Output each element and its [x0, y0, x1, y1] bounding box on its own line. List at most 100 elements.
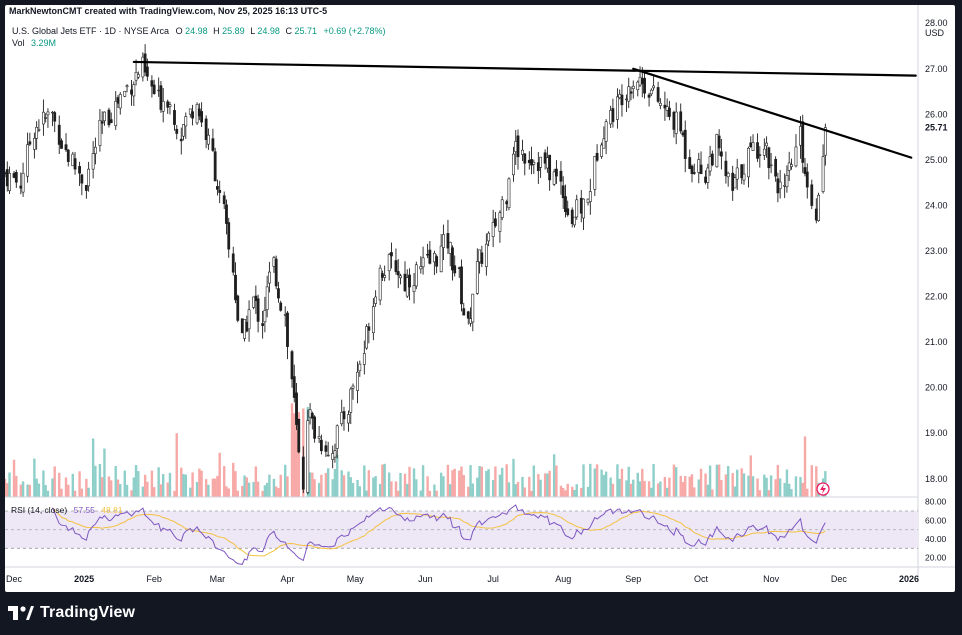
volume-bar: [272, 478, 276, 497]
candle-down: [408, 274, 411, 288]
volume-bar: [64, 477, 68, 497]
candle-down: [100, 121, 104, 124]
volume-bar: [704, 473, 707, 497]
candle-up: [421, 257, 425, 268]
volume-bar: [184, 474, 187, 497]
candle-down: [152, 84, 156, 94]
volume-value: 3.29M: [31, 38, 56, 48]
volume-bar: [435, 490, 438, 497]
volume-bar: [756, 478, 759, 497]
volume-bar: [561, 487, 565, 497]
volume-bar: [94, 465, 97, 497]
candle-down: [683, 129, 687, 159]
ohlc-l-value: 24.98: [257, 26, 280, 36]
volume-bar: [451, 470, 454, 497]
rsi-tick-label: 20.00: [925, 553, 947, 563]
candle-up: [625, 98, 628, 101]
volume-bar: [647, 481, 651, 497]
candle-down: [290, 351, 294, 380]
candle-down: [559, 170, 563, 182]
candle-up: [747, 147, 750, 178]
candle-down: [656, 87, 660, 102]
candle-up: [383, 275, 387, 278]
volume-bar: [207, 484, 210, 497]
candle-up: [35, 126, 39, 139]
candle-down: [218, 189, 222, 193]
candle-down: [64, 144, 68, 151]
volume-bar: [67, 484, 70, 497]
volume-bar: [378, 483, 382, 497]
volume-bar: [216, 475, 219, 497]
volume-bar: [659, 481, 662, 497]
footer-brand[interactable]: TradingView: [8, 600, 135, 626]
volume-bar: [78, 471, 81, 497]
candle-up: [268, 271, 271, 284]
candle-down: [457, 267, 461, 269]
candle-down: [394, 260, 398, 272]
time-axis-labels[interactable]: Dec 2025 Feb Mar Apr May Jun Jul Aug Sep Oct Nov Dec…: [6, 574, 919, 584]
volume-bar: [143, 474, 147, 497]
candle-up: [545, 157, 549, 169]
candle-up: [46, 111, 50, 116]
ohlc-o-value: 24.98: [185, 26, 208, 36]
trendline[interactable]: [632, 67, 913, 159]
volume-bar: [458, 470, 461, 497]
volume-bar: [313, 479, 316, 497]
candle-up: [478, 249, 481, 263]
chart-area[interactable]: MarkNewtonCMT created with TradingView.c…: [5, 5, 955, 592]
candle-down: [279, 302, 283, 311]
volume-bar: [641, 468, 644, 497]
volume-bar: [794, 476, 798, 497]
volume-bar: [539, 479, 542, 497]
volume-bar: [523, 487, 526, 497]
candle-down: [663, 104, 667, 109]
price-axis-ticks[interactable]: 28.00 27.00 26.00 25.00 24.00 23.00 22.00 21.00…: [925, 18, 948, 484]
price-chart-svg[interactable]: MarkNewtonCMT created with TradingView.c…: [5, 5, 955, 592]
volume-bar: [182, 474, 185, 497]
time-axis-label: Jul: [487, 574, 499, 584]
volume-bar: [331, 479, 334, 497]
candle-down: [699, 164, 703, 174]
volume-bar: [254, 466, 258, 497]
candle-down: [277, 288, 280, 299]
credit-line: MarkNewtonCMT created with TradingView.c…: [9, 6, 327, 16]
volume-bar: [347, 471, 350, 497]
candle-down: [396, 271, 400, 276]
volume-bar: [227, 488, 230, 497]
candle-down: [274, 258, 278, 287]
candle-down: [620, 94, 624, 106]
volume-bar: [365, 490, 368, 497]
volume-bar: [173, 490, 176, 497]
volume-bar: [274, 486, 278, 497]
volume-bar: [372, 477, 375, 497]
trendlines[interactable]: [132, 60, 917, 159]
volume-bar: [297, 412, 300, 497]
trendline[interactable]: [132, 60, 917, 77]
candle-down: [211, 138, 215, 151]
volume-bar: [336, 454, 339, 497]
volume-bar: [706, 484, 710, 497]
candle-up: [765, 142, 768, 147]
candle-down: [629, 91, 633, 94]
volume-bar: [582, 464, 585, 497]
volume-bar: [803, 436, 807, 497]
candle-down: [236, 295, 240, 321]
ohlc-change: +0.69 (+2.78%): [324, 26, 386, 36]
volume-bar: [690, 474, 694, 497]
candle-down: [231, 253, 235, 273]
volume-bar: [218, 452, 221, 497]
volume-bar: [726, 465, 730, 497]
candle-down: [254, 295, 258, 302]
candle-up: [790, 164, 793, 167]
volume-bar: [758, 490, 762, 497]
candle-down: [523, 153, 527, 164]
volume-bar: [433, 484, 436, 497]
candle-down: [286, 312, 289, 347]
candle-up: [769, 164, 773, 167]
candle-up: [371, 306, 375, 334]
volume-bar: [290, 403, 294, 497]
lightning-badge-icon[interactable]: [816, 482, 830, 496]
volume-bar: [767, 490, 771, 497]
volume-bar: [532, 465, 536, 497]
candle-down: [611, 108, 615, 122]
